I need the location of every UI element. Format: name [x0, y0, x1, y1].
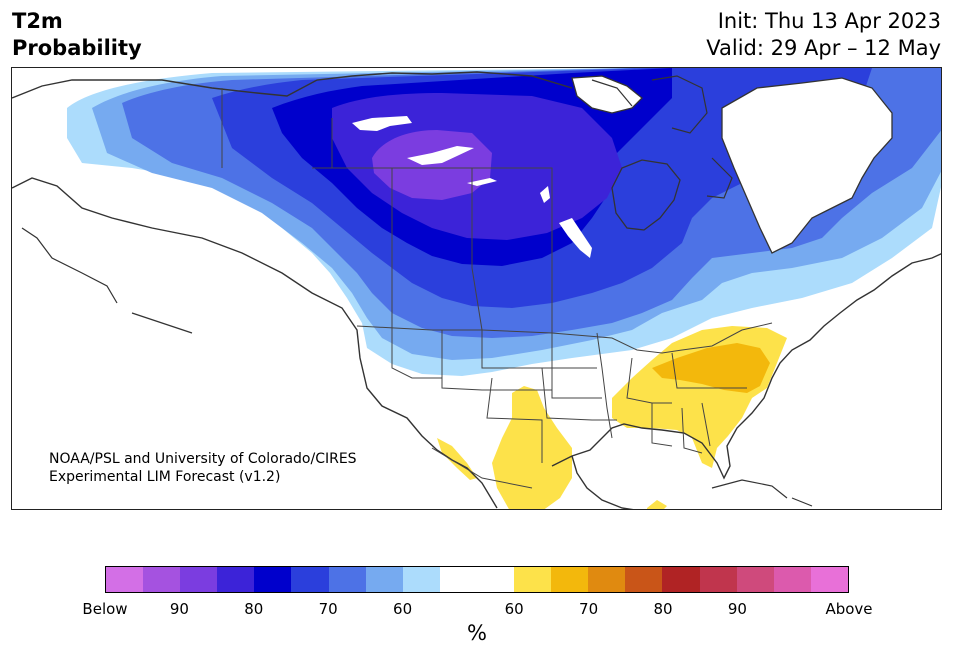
- hudson-bay: [611, 159, 681, 231]
- init-date: Init: Thu 13 Apr 2023: [717, 9, 941, 33]
- above-65-region-east: [652, 343, 770, 393]
- colorbar-unit: %: [467, 621, 487, 645]
- forecast-dates: Init: Thu 13 Apr 2023 Valid: 29 Apr – 12…: [706, 8, 941, 62]
- greenland: [721, 77, 893, 254]
- colorbar-segment: [254, 567, 292, 592]
- colorbar-tick-label: 80: [653, 600, 673, 618]
- map-title: T2m Probability: [12, 8, 142, 62]
- above-60-region-baja: [437, 438, 477, 480]
- colorbar-segment: [662, 567, 700, 592]
- colorbar-segment: [773, 567, 811, 592]
- political-borders: [221, 88, 773, 489]
- colorbar-segment: [699, 567, 737, 592]
- colorbar-segment: [625, 567, 663, 592]
- colorbar-segment: [106, 567, 144, 592]
- colorbar-segment: [143, 567, 181, 592]
- colorbar-tick-label: 90: [727, 600, 747, 618]
- forecast-credit: NOAA/PSL and University of Colorado/CIRE…: [49, 450, 357, 486]
- colorbar-segment: [291, 567, 329, 592]
- colorbar-tick-label: Below: [82, 600, 128, 618]
- lake-winnipeg: [559, 218, 592, 258]
- credit-line-1: NOAA/PSL and University of Colorado/CIRE…: [49, 451, 357, 467]
- probability-colorbar: [105, 566, 849, 593]
- probability-map: [11, 67, 942, 510]
- colorbar-tick-label: 70: [318, 600, 338, 618]
- colorbar-segment: [514, 567, 552, 592]
- colorbar-segment: [365, 567, 403, 592]
- colorbar-tick-label: 90: [169, 600, 189, 618]
- caribbean-islands: [711, 479, 813, 507]
- above-60-region-mexico: [492, 386, 572, 509]
- colorbar-segment: [439, 567, 477, 592]
- colorbar-tick-label: 60: [504, 600, 524, 618]
- lake-athabasca: [467, 178, 497, 186]
- colorbar-tick-label: 80: [244, 600, 264, 618]
- colorbar-segment: [810, 567, 848, 592]
- colorbar-segment: [736, 567, 774, 592]
- colorbar-tick-label: 60: [393, 600, 413, 618]
- valid-date: Valid: 29 Apr – 12 May: [706, 36, 941, 60]
- colorbar-tick-label: 70: [579, 600, 599, 618]
- credit-line-2: Experimental LIM Forecast (v1.2): [49, 469, 281, 485]
- great-bear-lake: [352, 116, 412, 131]
- arctic-islands: [21, 75, 733, 334]
- colorbar-tick-label: Above: [825, 600, 873, 618]
- colorbar-segment: [180, 567, 218, 592]
- map-canvas: [12, 68, 941, 509]
- colorbar-segment: [551, 567, 589, 592]
- colorbar-segment: [476, 567, 515, 592]
- colorbar-segment: [217, 567, 255, 592]
- title-line-1: T2m: [12, 9, 63, 33]
- reindeer-lake: [540, 186, 550, 203]
- great-slave-lake: [407, 146, 474, 165]
- colorbar-segment: [402, 567, 440, 592]
- title-line-2: Probability: [12, 36, 142, 60]
- baffin-island: [571, 75, 643, 114]
- colorbar-segment: [328, 567, 366, 592]
- gulf-coast: [571, 455, 634, 509]
- above-60-region-yucatan: [647, 500, 667, 509]
- colorbar-segment: [588, 567, 626, 592]
